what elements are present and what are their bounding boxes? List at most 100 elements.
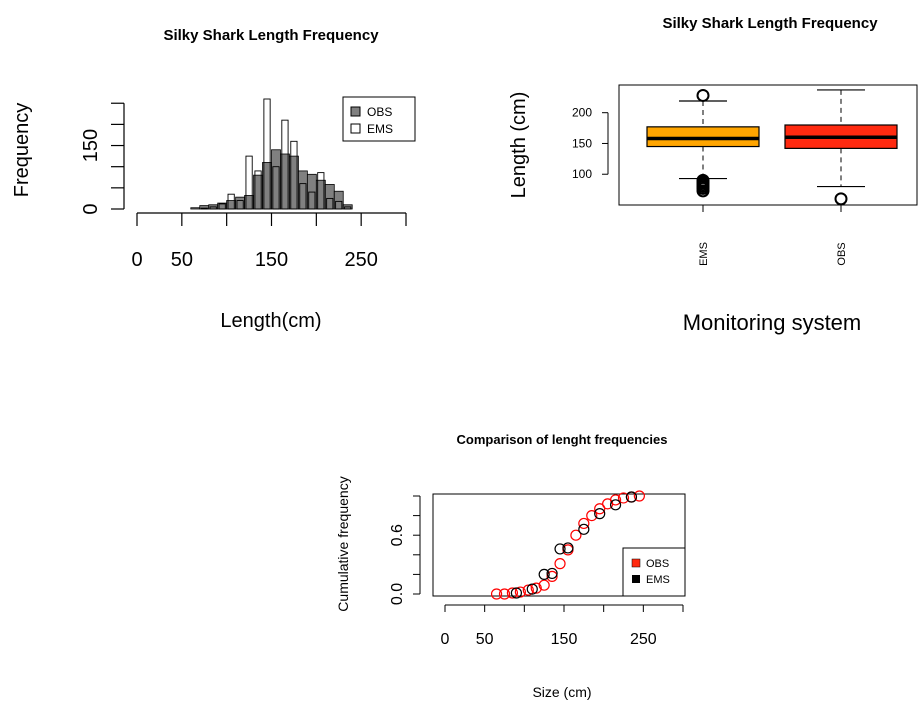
ecdf-point-obs: [530, 582, 542, 594]
boxplot-ylabel: Length (cm): [508, 92, 530, 199]
histogram-legend-obs-label: OBS: [367, 105, 392, 119]
boxplot-xlabel: Monitoring system: [683, 310, 862, 335]
ecdf-y-tick-label: 0.6: [389, 524, 406, 546]
ecdf-point-ems: [594, 508, 606, 520]
histogram-x-tick-label: 150: [255, 249, 288, 271]
histogram-bar-ems: [317, 172, 325, 210]
ecdf-point-obs: [594, 503, 606, 515]
ecdf-legend-obs-swatch: [631, 558, 641, 568]
histogram-bar-ems: [245, 155, 253, 210]
ecdf-point-ems: [554, 543, 566, 555]
ecdf-point-ems: [625, 491, 638, 503]
boxplot-y-tick-label: 150: [572, 136, 592, 150]
histogram-bar-ems: [254, 170, 262, 210]
boxplot-box-ems: [646, 88, 760, 198]
histogram-bar-ems: [281, 119, 289, 210]
histogram-panel: Silky Shark Length Frequency Frequency L…: [11, 27, 416, 332]
histogram-bar-ems: [236, 200, 244, 210]
histogram-bar-ems: [227, 193, 235, 210]
boxplot-box-obs: [784, 89, 898, 206]
ecdf-point-ems: [609, 499, 622, 511]
ecdf-panel: Comparison of lenght frequencies Cumulat…: [335, 432, 686, 700]
histogram-bar-ems: [272, 166, 280, 210]
ecdf-title: Comparison of lenght frequencies: [457, 432, 668, 447]
ecdf-point-obs: [578, 517, 590, 530]
ecdf-point-ems: [578, 523, 590, 535]
histogram-bar-ems: [326, 197, 334, 210]
boxplot-outlier: [696, 88, 710, 102]
boxplot-outlier: [834, 192, 848, 206]
boxplot-y-tick-label: 100: [572, 167, 592, 181]
histogram-legend-ems-label: EMS: [367, 122, 393, 136]
histogram-x-tick-label: 250: [344, 249, 377, 271]
ecdf-point-obs: [633, 490, 645, 502]
histogram-bar-ems: [200, 207, 208, 210]
ecdf-point-obs: [570, 529, 582, 541]
ecdf-xlabel: Size (cm): [532, 684, 591, 700]
ecdf-point-obs: [586, 509, 598, 522]
ecdf-point-ems: [526, 583, 538, 595]
histogram-x-tick-label: 0: [131, 249, 142, 271]
histogram-legend-box: [342, 96, 416, 142]
histogram-bar-ems: [290, 140, 298, 210]
boxplot-panel: Silky Shark Length Frequency Length (cm)…: [508, 15, 918, 335]
ecdf-point-obs: [609, 494, 622, 506]
ecdf-x-tick-label: 250: [630, 631, 657, 648]
ecdf-point-obs: [538, 579, 550, 591]
histogram-bars: [190, 98, 353, 210]
ecdf-point-obs: [490, 588, 503, 600]
ecdf-legend-obs-label: OBS: [646, 558, 669, 570]
histogram-bar-ems: [209, 206, 217, 210]
histogram-ylabel: Frequency: [11, 103, 33, 198]
boxplot-iqr-box: [646, 126, 760, 148]
ecdf-point-obs: [546, 570, 558, 582]
ecdf-legend-ems-label: EMS: [646, 574, 670, 586]
histogram-y-tick-label: 150: [80, 129, 102, 162]
boxplot-axes: 100 150 200 EMS OBS: [572, 106, 848, 266]
ecdf-legend-box: [622, 547, 686, 597]
ecdf-point-obs: [514, 586, 526, 598]
histogram-bar-ems: [218, 203, 226, 210]
histogram-legend-ems-swatch: [350, 123, 361, 134]
ecdf-x-tick-label: 150: [551, 631, 578, 648]
histogram-bar-ems: [308, 191, 316, 210]
ecdf-ylabel: Cumulative frequency: [335, 476, 351, 611]
histogram-bar-ems: [263, 98, 271, 210]
histogram-legend-obs-swatch: [350, 106, 361, 117]
histogram-title: Silky Shark Length Frequency: [163, 27, 379, 44]
histogram-bar-ems: [299, 183, 307, 210]
boxplot-frame: [618, 84, 918, 206]
ecdf-axes: 0 50 150 250 0.0 0.6: [389, 495, 684, 648]
ecdf-legend: OBS EMS: [622, 547, 686, 597]
histogram-x-tick-label: 50: [171, 249, 193, 271]
ecdf-point-ems: [538, 568, 550, 581]
boxplot-outlier: [696, 173, 710, 187]
ecdf-point-ems: [562, 542, 574, 554]
ecdf-point-obs: [554, 558, 566, 570]
histogram-xlabel: Length(cm): [220, 310, 321, 332]
ecdf-point-obs: [522, 584, 534, 596]
ecdf-legend-ems-swatch: [632, 575, 640, 583]
ecdf-frame: [432, 493, 686, 597]
ecdf-point-ems: [510, 587, 523, 599]
histogram-bar-obs: [190, 207, 201, 210]
boxplot-title: Silky Shark Length Frequency: [662, 15, 878, 32]
ecdf-x-tick-label: 50: [476, 631, 494, 648]
ecdf-points: [490, 490, 645, 600]
histogram-legend: OBS EMS: [342, 96, 416, 142]
ecdf-point-obs: [498, 588, 511, 600]
boxplot-marks: [646, 88, 898, 206]
histogram-y-tick-label: 0: [80, 203, 102, 214]
histogram-bar-ems: [344, 206, 352, 210]
ecdf-x-tick-label: 0: [441, 631, 450, 648]
boxplot-x-tick-label: OBS: [836, 242, 848, 265]
ecdf-point-ems: [546, 567, 558, 580]
ecdf-y-tick-label: 0.0: [389, 583, 406, 605]
histogram-bar-ems: [335, 200, 343, 210]
histogram-axes: 0 50 150 250 0 150: [80, 102, 407, 271]
boxplot-y-tick-label: 200: [572, 106, 592, 120]
ecdf-point-obs: [617, 492, 630, 504]
ecdf-point-obs: [506, 587, 519, 599]
boxplot-x-tick-label: EMS: [698, 242, 710, 266]
